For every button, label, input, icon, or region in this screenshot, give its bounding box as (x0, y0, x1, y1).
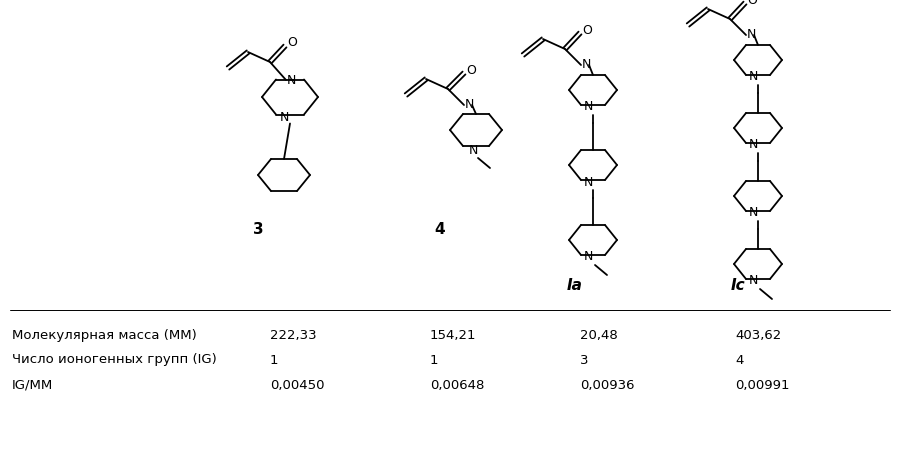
Text: N: N (748, 207, 758, 219)
Text: 0,00991: 0,00991 (735, 379, 789, 392)
Text: N: N (279, 111, 289, 124)
Text: Ic: Ic (731, 278, 745, 292)
Text: IG/ММ: IG/ММ (12, 379, 53, 392)
Text: Молекулярная масса (ММ): Молекулярная масса (ММ) (12, 329, 197, 341)
Text: 3: 3 (253, 223, 264, 237)
Text: N: N (748, 139, 758, 151)
Text: O: O (466, 63, 476, 77)
Text: N: N (286, 73, 296, 86)
Text: N: N (581, 58, 590, 72)
Text: 0,00936: 0,00936 (580, 379, 634, 392)
Text: N: N (583, 101, 593, 113)
Text: O: O (287, 37, 297, 50)
Text: N: N (468, 145, 478, 157)
Text: N: N (583, 175, 593, 189)
Text: 4: 4 (435, 223, 446, 237)
Text: N: N (748, 274, 758, 287)
Text: O: O (582, 23, 592, 37)
Text: 1: 1 (430, 353, 438, 366)
Text: 1: 1 (270, 353, 278, 366)
Text: 0,00648: 0,00648 (430, 379, 484, 392)
Text: 154,21: 154,21 (430, 329, 476, 341)
Text: 3: 3 (580, 353, 589, 366)
Text: 403,62: 403,62 (735, 329, 781, 341)
Text: N: N (583, 251, 593, 263)
Text: Число ионогенных групп (IG): Число ионогенных групп (IG) (12, 353, 217, 366)
Text: N: N (746, 28, 756, 41)
Text: N: N (748, 71, 758, 84)
Text: 20,48: 20,48 (580, 329, 617, 341)
Text: 222,33: 222,33 (270, 329, 317, 341)
Text: O: O (747, 0, 757, 6)
Text: 4: 4 (735, 353, 743, 366)
Text: 0,00450: 0,00450 (270, 379, 325, 392)
Text: N: N (464, 99, 473, 112)
Text: Ia: Ia (567, 278, 583, 292)
